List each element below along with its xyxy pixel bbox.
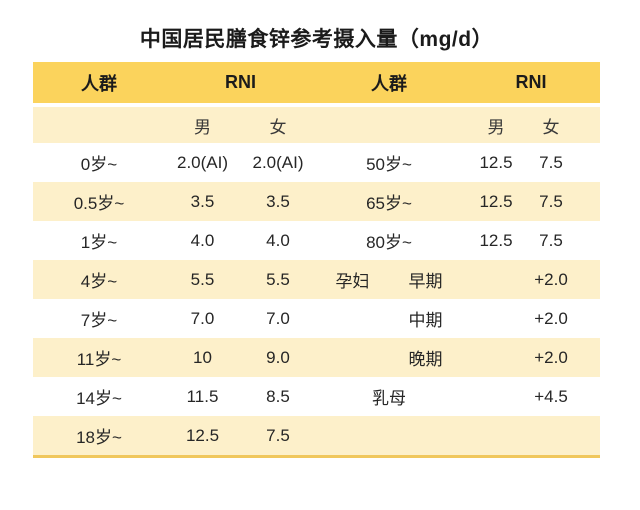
zinc-intake-table: 人群 RNI 人群 RNI 男 女 男 女 0岁~ 2.0(AI) 2.0(AI…	[33, 62, 600, 458]
table-row: 18岁~ 12.5 7.5	[33, 416, 600, 455]
table-row: 7岁~ 7.0 7.0 中期 +2.0	[33, 299, 600, 338]
group-cell: 65岁~	[316, 189, 462, 214]
age-cell: 4岁~	[80, 272, 118, 291]
age-cell: 0岁~	[80, 155, 118, 174]
male-cell: 4.0	[190, 230, 215, 250]
female-cell: 7.5	[539, 191, 563, 211]
female-cell: 2.0(AI)	[252, 152, 304, 172]
header-rni-left: RNI	[225, 72, 256, 92]
table-title: 中国居民膳食锌参考摄入量（mg/d）	[139, 28, 494, 51]
page: 中国居民膳食锌参考摄入量（mg/d） 人群 RNI 人群 RNI 男 女 男 女…	[0, 28, 640, 458]
age-cell: 1岁~	[80, 233, 118, 252]
table-row: 14岁~ 11.5 8.5 乳母 +4.5	[33, 377, 600, 416]
age-cell: 7岁~	[80, 311, 118, 330]
group-sub: 早期	[408, 272, 443, 291]
header-group-left: 人群	[81, 73, 117, 94]
group-cell: 孕妇 早期	[316, 267, 462, 292]
table-subheader-row: 男 女 男 女	[33, 107, 600, 143]
female-cell: 7.5	[539, 152, 563, 172]
male-cell: 12.5	[479, 152, 513, 172]
male-cell: 12.5	[185, 425, 220, 445]
male-cell: 12.5	[479, 191, 513, 211]
male-cell: 2.0(AI)	[176, 152, 229, 172]
male-cell: 5.5	[190, 269, 215, 289]
group-main: 80岁~	[366, 233, 412, 252]
female-cell: 9.0	[266, 347, 290, 367]
male-cell: 7.0	[190, 308, 215, 328]
group-cell: 中期	[316, 306, 462, 331]
age-cell: 14岁~	[76, 389, 122, 408]
subheader-female-left: 女	[269, 117, 287, 137]
subheader-male-left: 男	[194, 117, 211, 137]
female-cell: +2.0	[534, 269, 568, 289]
table-header-row: 人群 RNI 人群 RNI	[33, 62, 600, 103]
female-cell: 3.5	[266, 191, 290, 211]
subheader-male-right: 男	[487, 117, 505, 137]
age-cell: 18岁~	[76, 428, 122, 447]
female-cell: +4.5	[534, 386, 568, 406]
male-cell: 3.5	[190, 191, 215, 211]
table-row: 0.5岁~ 3.5 3.5 65岁~ 12.5 7.5	[33, 182, 600, 221]
group-main	[316, 345, 389, 370]
table-row: 0岁~ 2.0(AI) 2.0(AI) 50岁~ 12.5 7.5	[33, 143, 600, 182]
female-cell: 8.5	[266, 386, 290, 406]
table-row: 4岁~ 5.5 5.5 孕妇 早期 +2.0	[33, 260, 600, 299]
group-sub: 中期	[408, 311, 443, 330]
age-cell: 11岁~	[76, 350, 122, 369]
male-cell: 10	[193, 347, 212, 367]
female-cell: +2.0	[534, 347, 568, 367]
female-cell: 7.5	[266, 425, 290, 445]
header-rni-right: RNI	[515, 72, 547, 92]
group-main: 50岁~	[366, 155, 412, 174]
group-cell: 乳母	[316, 384, 462, 409]
table-row: 11岁~ 10 9.0 晚期 +2.0	[33, 338, 600, 377]
subheader-female-right: 女	[542, 117, 560, 137]
header-group-right: 人群	[371, 73, 407, 94]
group-cell: 50岁~	[316, 150, 462, 175]
group-cell: 晚期	[316, 345, 462, 370]
table-row: 1岁~ 4.0 4.0 80岁~ 12.5 7.5	[33, 221, 600, 260]
female-cell: 4.0	[266, 230, 290, 250]
female-cell: +2.0	[534, 308, 568, 328]
group-main	[316, 306, 389, 331]
female-cell: 7.0	[266, 308, 290, 328]
male-cell: 11.5	[186, 386, 219, 406]
female-cell: 7.5	[539, 230, 563, 250]
group-main: 65岁~	[366, 194, 412, 213]
female-cell: 5.5	[266, 269, 290, 289]
group-main: 孕妇	[335, 272, 370, 291]
group-cell: 80岁~	[316, 228, 462, 253]
age-cell: 0.5岁~	[73, 194, 125, 213]
male-cell: 12.5	[479, 230, 513, 250]
group-sub: 晚期	[408, 350, 443, 369]
group-main: 乳母	[372, 389, 406, 408]
